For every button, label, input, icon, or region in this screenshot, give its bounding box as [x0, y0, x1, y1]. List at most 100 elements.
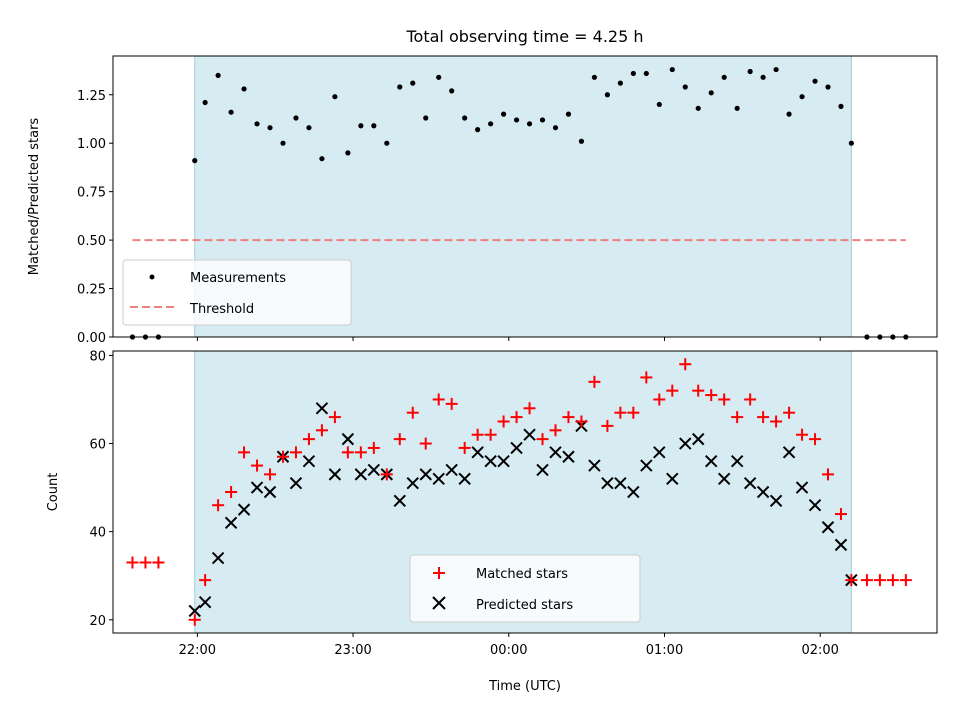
legend-predicted-stars-label: Predicted stars [476, 598, 573, 613]
predicted-star-point [354, 468, 368, 481]
measurement-point [695, 105, 701, 111]
matched-star-point [126, 556, 139, 569]
matched-star-point [796, 428, 809, 441]
legend-threshold-label: Threshold [189, 302, 254, 317]
measurement-point [462, 115, 468, 121]
matched-star-point [653, 393, 666, 406]
measurement-point [565, 111, 572, 117]
measurement-point [306, 125, 312, 131]
x-tick-label: 00:00 [490, 643, 527, 658]
matched-star-point [834, 508, 847, 521]
measurement-point [669, 66, 675, 73]
predicted-star-point [484, 454, 497, 468]
predicted-star-point [188, 604, 201, 618]
matched-star-point [510, 411, 523, 424]
predicted-star-point [432, 472, 445, 485]
matched-star-point [575, 415, 588, 428]
measurement-point [358, 123, 364, 129]
measurement-point [513, 117, 520, 123]
measurement-point [604, 92, 611, 98]
matched-star-point [692, 384, 705, 397]
measurement-point [410, 80, 416, 86]
measurement-point [617, 80, 623, 86]
measurement-point [656, 101, 662, 108]
predicted-star-point [315, 402, 329, 415]
matched-star-point [744, 393, 757, 406]
y-tick-label: 20 [89, 614, 106, 629]
predicted-star-point [224, 516, 238, 530]
measurement-point [825, 84, 831, 90]
measurement-point [384, 140, 390, 146]
matched-star-point [367, 441, 380, 454]
measurement-point [436, 74, 442, 80]
matched-star-point [718, 393, 731, 406]
top-legend: Measurements Threshold [122, 259, 352, 326]
predicted-star-point [666, 472, 679, 485]
top-y-axis-label: Matched/Predicted stars [27, 118, 42, 276]
predicted-star-point [497, 454, 510, 468]
matched-star-point [199, 574, 212, 587]
matched-star-point [770, 415, 783, 428]
y-tick-label: 80 [89, 349, 106, 364]
predicted-star-point [692, 432, 705, 446]
predicted-star-point [523, 428, 536, 441]
matched-star-point [276, 450, 289, 463]
matched-star-point [860, 574, 873, 587]
x-tick-label: 02:00 [801, 643, 838, 658]
chart-title: Total observing time = 4.25 h [405, 27, 643, 46]
matched-star-point [315, 424, 328, 437]
matched-star-point [666, 384, 679, 397]
measurement-point [202, 99, 208, 106]
predicted-star-point [834, 538, 848, 552]
predicted-star-point [743, 476, 757, 490]
predicted-star-point [627, 485, 640, 499]
matched-star-point [238, 446, 251, 459]
top-x-axis-ticks [196, 337, 821, 341]
matched-star-point [380, 468, 393, 481]
matched-star-point [188, 613, 201, 626]
measurement-point [475, 127, 481, 133]
measurement-point [578, 138, 585, 144]
predicted-star-point [211, 551, 225, 565]
measurement-point [539, 117, 546, 123]
measurement-point [734, 105, 740, 111]
y-tick-label: 0.75 [77, 186, 106, 201]
measurement-point [848, 140, 854, 146]
predicted-star-point [808, 499, 822, 512]
predicted-star-point [198, 595, 212, 609]
predicted-star-point [250, 481, 264, 494]
y-tick-label: 1.00 [77, 137, 106, 152]
measurement-point [254, 121, 260, 127]
matched-star-point [289, 446, 302, 459]
predicted-star-point [458, 472, 471, 485]
y-tick-label: 0.25 [77, 283, 106, 298]
predicted-star-point [769, 494, 783, 508]
measurement-point [192, 158, 198, 164]
measurement-point [345, 150, 351, 156]
measurement-point [799, 94, 805, 100]
bottom-axes-frame [112, 350, 938, 634]
predicted-star-point [730, 454, 744, 468]
measurement-point [526, 121, 533, 127]
measurement-point [721, 74, 727, 80]
predicted-star-point [705, 454, 718, 468]
matched-star-point [225, 486, 238, 498]
measurement-point [500, 111, 507, 117]
measurement-point [643, 70, 649, 77]
matched-star-point [614, 406, 627, 419]
top-legend-box [122, 259, 352, 326]
measurement-point [215, 72, 221, 78]
measurement-point [319, 156, 325, 162]
bottom-y-axis-label: Count [46, 473, 61, 512]
matched-star-point [393, 433, 406, 446]
x-tick-label: 23:00 [334, 643, 371, 658]
predicted-star-point [795, 481, 809, 494]
matched-star-point [821, 468, 834, 481]
legend-predicted-stars-marker [432, 596, 446, 610]
measurement-point [812, 78, 818, 84]
matched-star-point [354, 446, 367, 459]
predicted-star-point [640, 459, 653, 472]
matched-star-point [627, 406, 640, 419]
matched-star-point [458, 441, 471, 454]
y-tick-label: 40 [89, 526, 106, 541]
